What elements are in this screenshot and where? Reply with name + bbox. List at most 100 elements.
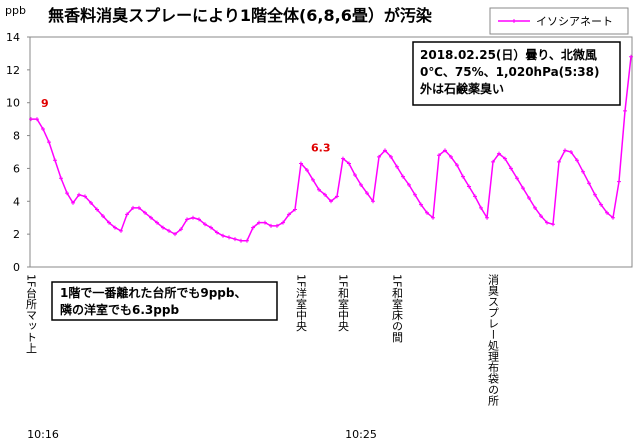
annotation-box — [51, 281, 278, 321]
annotation-text: 2018.02.25(日）曇り、北微風 — [420, 47, 597, 62]
data-point — [359, 182, 363, 187]
data-point — [599, 202, 603, 207]
data-point — [419, 202, 423, 207]
data-label: 6.3 — [311, 142, 331, 155]
data-point — [95, 207, 99, 212]
data-point — [605, 210, 609, 215]
data-point — [515, 176, 519, 181]
data-point — [107, 220, 111, 225]
data-point — [371, 199, 375, 204]
data-point — [611, 215, 615, 220]
data-point — [593, 192, 597, 197]
y-tick-label: 4 — [13, 195, 20, 208]
data-point — [191, 215, 195, 220]
data-point — [311, 177, 315, 182]
data-point — [383, 148, 387, 153]
data-point — [275, 223, 279, 228]
data-point — [551, 222, 555, 227]
y-tick-label: 6 — [13, 162, 20, 175]
data-point — [269, 223, 273, 228]
time-label: 10:16 — [27, 428, 59, 441]
data-point — [149, 215, 153, 220]
y-tick-label: 0 — [13, 261, 20, 274]
data-point — [53, 158, 57, 163]
data-point — [161, 225, 165, 230]
data-point — [545, 220, 549, 225]
data-point — [215, 230, 219, 235]
data-point — [155, 220, 159, 225]
data-point — [245, 238, 249, 243]
data-point — [623, 108, 627, 113]
data-point — [59, 176, 63, 181]
x-tick-label: 1F和室中央 — [337, 274, 350, 332]
data-point — [317, 187, 321, 192]
data-point — [119, 228, 123, 233]
x-tick-label: 1F洋室中央 — [295, 274, 308, 332]
data-point — [329, 199, 333, 204]
data-point — [323, 192, 327, 197]
data-point — [143, 210, 147, 215]
data-point — [617, 179, 621, 184]
x-tick-label: 消臭スプレー処理布袋の所 — [487, 273, 500, 407]
data-point — [533, 205, 537, 210]
data-point — [569, 150, 573, 154]
annotation-text: 外は石鹸薬臭い — [420, 81, 504, 96]
data-point — [461, 174, 465, 179]
x-tick-label: 1F台所マット上 — [25, 274, 38, 353]
data-point — [455, 163, 459, 168]
data-point — [539, 214, 543, 219]
data-point — [185, 217, 189, 222]
data-point — [47, 140, 51, 145]
data-point — [239, 238, 243, 243]
data-point — [431, 215, 435, 220]
data-point — [437, 153, 441, 158]
data-point — [221, 233, 225, 238]
data-point — [497, 151, 501, 156]
data-point — [101, 214, 105, 219]
data-point — [131, 205, 135, 210]
data-point — [167, 228, 171, 233]
data-point — [29, 117, 33, 122]
data-point — [305, 168, 309, 173]
data-point — [425, 210, 429, 215]
data-point — [443, 148, 447, 153]
data-point — [365, 191, 369, 196]
data-point — [527, 196, 531, 200]
y-tick-label: 12 — [6, 64, 20, 77]
data-point — [509, 166, 513, 171]
annotation-text: 1階で一番離れた台所でも9ppb、 — [60, 285, 246, 300]
data-point — [575, 158, 579, 163]
x-tick-label: 1F和室床の間 — [391, 274, 404, 343]
data-point — [395, 164, 399, 169]
data-point — [449, 154, 453, 159]
data-point — [407, 182, 411, 187]
data-point — [389, 154, 393, 159]
time-label: 10:25 — [345, 428, 377, 441]
data-point — [65, 191, 69, 196]
data-point — [263, 220, 267, 225]
data-point — [563, 148, 567, 153]
data-point — [473, 194, 477, 199]
data-point — [71, 200, 75, 205]
data-point — [467, 184, 471, 189]
data-point — [179, 227, 183, 232]
data-point — [227, 235, 231, 240]
annotation-text: 隣の洋室でも6.3ppb — [60, 302, 179, 317]
data-point — [89, 200, 93, 205]
data-point — [35, 117, 39, 122]
data-point — [413, 192, 417, 197]
data-point — [581, 169, 585, 174]
y-tick-label: 2 — [13, 228, 20, 241]
data-point — [209, 225, 213, 230]
legend-label: イソシアネート — [536, 15, 613, 28]
data-point — [587, 181, 591, 186]
legend-marker — [512, 19, 516, 23]
data-point — [113, 225, 117, 230]
y-tick-label: 8 — [13, 130, 20, 143]
data-label: 9 — [41, 97, 49, 110]
data-point — [299, 161, 303, 166]
data-point — [173, 232, 177, 237]
y-tick-label: 10 — [6, 97, 20, 110]
data-point — [287, 212, 291, 217]
data-point — [77, 192, 81, 197]
